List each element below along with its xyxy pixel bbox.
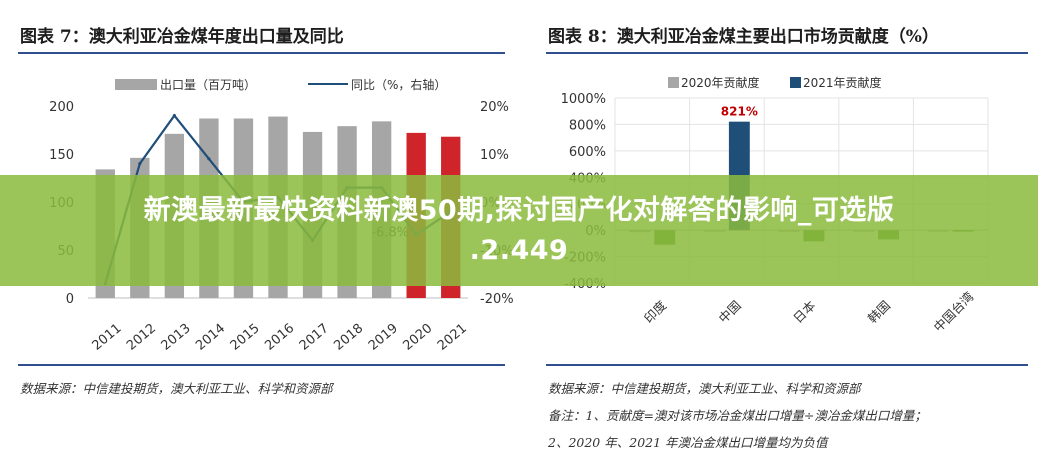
left-top-rule — [18, 52, 505, 54]
y-left-tick-label: 0 — [66, 292, 74, 307]
overlay-headline: 新澳最新最快资料新澳50期,探讨国产化对解答的影响_可选版 .2.449 — [30, 191, 1008, 271]
right-figure-title: 图表 8：澳大利亚冶金煤主要出口市场贡献度（%） — [548, 27, 939, 47]
x-tick-label: 2012 — [124, 321, 159, 354]
y-tick-label: 600% — [569, 145, 606, 160]
y-right-tick-label: 10% — [480, 148, 509, 163]
x-tick-label: 2019 — [366, 321, 401, 354]
x-tick-label: 2021 — [435, 321, 470, 354]
right-source-note: 数据来源：中信建投期货，澳大利亚工业、科学和资源部 — [548, 381, 861, 396]
x-tick-label: 2017 — [297, 321, 332, 354]
x-tick-label: 2015 — [228, 321, 263, 354]
right-top-rule — [546, 52, 1028, 54]
right-figure-panel: 图表 8：澳大利亚冶金煤主要出口市场贡献度（%） 2020年贡献度 2021年贡献… — [528, 0, 1038, 464]
left-bottom-rule — [18, 364, 505, 366]
x-tick-label: 2014 — [193, 321, 228, 354]
y-tick-label: 1000% — [561, 92, 606, 107]
legend-swatch-2021 — [790, 77, 801, 88]
right-bottom-rule — [546, 364, 1028, 366]
legend-swatch-2020 — [668, 77, 679, 88]
title-overlay-banner: 新澳最新最快资料新澳50期,探讨国产化对解答的影响_可选版 .2.449 — [0, 175, 1038, 286]
x-tick-label: 2020 — [400, 321, 435, 354]
yoy-point — [207, 157, 211, 161]
y-left-tick-label: 150 — [49, 148, 74, 163]
x-tick-label: 中国台湾 — [931, 289, 977, 335]
overlay-headline-line-1: 新澳最新最快资料新澳50期,探讨国产化对解答的影响_可选版 — [143, 195, 895, 226]
legend-label-2021: 2021年贡献度 — [803, 75, 882, 90]
x-tick-label: 印度 — [641, 297, 670, 326]
x-tick-label: 中国 — [716, 298, 744, 326]
x-tick-label: 韩国 — [865, 298, 893, 326]
legend-swatch-export-volume — [115, 79, 157, 90]
x-tick-label: 2011 — [90, 321, 125, 354]
legend-label-export-volume: 出口量（百万吨） — [160, 78, 256, 92]
contribution-annotation: 821% — [721, 105, 758, 119]
y-tick-label: 800% — [569, 118, 606, 133]
x-tick-label: 2013 — [159, 321, 194, 354]
overlay-headline-line-2: .2.449 — [469, 235, 569, 266]
x-tick-label: 2016 — [262, 321, 297, 354]
right-note-line-1: 备注：1、贡献度=澳对该市场冶金煤出口增量÷澳冶金煤出口增量； — [548, 408, 927, 423]
left-source-note: 数据来源：中信建投期货，澳大利亚工业、科学和资源部 — [20, 381, 333, 396]
y-right-tick-label: -20% — [480, 292, 514, 307]
yoy-point — [172, 114, 176, 118]
legend-label-yoy: 同比（%，右轴） — [351, 77, 446, 92]
market-contribution-chart: 2020年贡献度2021年贡献度-400%-200%0%200%400%600%… — [561, 75, 989, 335]
y-right-tick-label: 20% — [480, 100, 509, 115]
left-figure-title: 图表 7：澳大利亚冶金煤年度出口量及同比 — [20, 27, 344, 47]
y-left-tick-label: 200 — [49, 100, 74, 115]
yoy-point — [138, 162, 142, 166]
x-tick-label: 2018 — [331, 321, 366, 354]
legend-label-2020: 2020年贡献度 — [681, 75, 760, 90]
x-tick-label: 日本 — [790, 297, 819, 326]
right-note-line-2: 2、2020 年、2021 年澳冶金煤出口增量均为负值 — [548, 435, 828, 450]
